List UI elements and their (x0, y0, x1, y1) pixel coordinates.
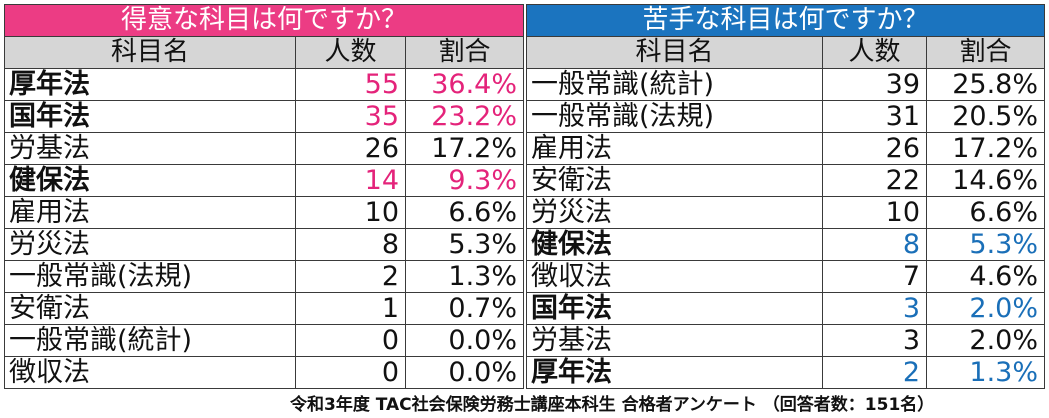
column-header-ratio: 割合 (405, 36, 524, 69)
count-cell: 55 (295, 68, 406, 101)
good-title: 得意な科目は何ですか？ (4, 4, 524, 37)
subject-cell: 一般常識(法規) (526, 100, 823, 133)
count-cell: 0 (295, 356, 406, 389)
subject-cell: 徴収法 (526, 260, 823, 293)
table-row: 国年法 3 2.0% (526, 292, 1045, 325)
count-cell: 22 (822, 164, 927, 197)
bad-subjects-table: 苦手な科目は何ですか？ 科目名 人数 割合 一般常識(統計) 39 25.8% 一般常… (526, 4, 1045, 389)
ratio-cell: 14.6% (926, 164, 1045, 197)
count-cell: 1 (295, 292, 406, 325)
ratio-cell: 0.0% (405, 324, 524, 357)
column-header-ratio: 割合 (926, 36, 1045, 69)
count-cell: 8 (822, 228, 927, 261)
ratio-cell: 2.0% (926, 292, 1045, 325)
count-cell: 7 (822, 260, 927, 293)
ratio-cell: 6.6% (405, 196, 524, 229)
ratio-cell: 5.3% (405, 228, 524, 261)
ratio-cell: 1.3% (405, 260, 524, 293)
good-table-body: 厚年法 55 36.4% 国年法 35 23.2% 労基法 26 17.2% 健保法 14 9.3% 雇… (4, 68, 524, 389)
ratio-cell: 4.6% (926, 260, 1045, 293)
bad-column-header-row: 科目名 人数 割合 (526, 36, 1045, 69)
ratio-cell: 1.3% (926, 356, 1045, 389)
subject-cell: 一般常識(統計) (526, 68, 823, 101)
ratio-cell: 2.0% (926, 324, 1045, 357)
table-row: 安衛法 22 14.6% (526, 164, 1045, 197)
table-row: 厚年法 55 36.4% (4, 68, 524, 101)
count-cell: 31 (822, 100, 927, 133)
subject-cell: 安衛法 (4, 292, 296, 325)
subject-cell: 労災法 (4, 228, 296, 261)
ratio-cell: 6.6% (926, 196, 1045, 229)
count-cell: 39 (822, 68, 927, 101)
subject-cell: 労基法 (526, 324, 823, 357)
subject-cell: 健保法 (526, 228, 823, 261)
subject-cell: 徴収法 (4, 356, 296, 389)
subject-cell: 雇用法 (4, 196, 296, 229)
count-cell: 2 (822, 356, 927, 389)
ratio-cell: 17.2% (405, 132, 524, 165)
ratio-cell: 5.3% (926, 228, 1045, 261)
count-cell: 14 (295, 164, 406, 197)
source-note: 令和3年度 TAC社会保険労務士講座本科生 合格者アンケート （回答者数：151… (290, 395, 935, 415)
ratio-cell: 0.7% (405, 292, 524, 325)
count-cell: 10 (295, 196, 406, 229)
subject-cell: 厚年法 (526, 356, 823, 389)
table-row: 一般常識(法規) 2 1.3% (4, 260, 524, 293)
table-row: 労災法 8 5.3% (4, 228, 524, 261)
subject-cell: 労災法 (526, 196, 823, 229)
table-row: 一般常識(法規) 31 20.5% (526, 100, 1045, 133)
table-row: 徴収法 0 0.0% (4, 356, 524, 389)
table-row: 労基法 26 17.2% (4, 132, 524, 165)
subject-cell: 雇用法 (526, 132, 823, 165)
ratio-cell: 17.2% (926, 132, 1045, 165)
count-cell: 26 (295, 132, 406, 165)
subject-cell: 健保法 (4, 164, 296, 197)
table-row: 徴収法 7 4.6% (526, 260, 1045, 293)
table-row: 健保法 8 5.3% (526, 228, 1045, 261)
bad-title-row: 苦手な科目は何ですか？ (526, 4, 1045, 37)
bad-title: 苦手な科目は何ですか？ (526, 4, 1045, 37)
subject-cell: 安衛法 (526, 164, 823, 197)
ratio-cell: 0.0% (405, 356, 524, 389)
count-cell: 3 (822, 292, 927, 325)
column-header-subject: 科目名 (526, 36, 823, 69)
column-header-subject: 科目名 (4, 36, 296, 69)
count-cell: 8 (295, 228, 406, 261)
table-row: 労基法 3 2.0% (526, 324, 1045, 357)
column-header-count: 人数 (295, 36, 406, 69)
count-cell: 0 (295, 324, 406, 357)
count-cell: 2 (295, 260, 406, 293)
good-title-row: 得意な科目は何ですか？ (4, 4, 524, 37)
table-row: 一般常識(統計) 0 0.0% (4, 324, 524, 357)
ratio-cell: 9.3% (405, 164, 524, 197)
subject-cell: 労基法 (4, 132, 296, 165)
table-row: 国年法 35 23.2% (4, 100, 524, 133)
subject-cell: 厚年法 (4, 68, 296, 101)
table-row: 安衛法 1 0.7% (4, 292, 524, 325)
column-header-count: 人数 (822, 36, 927, 69)
count-cell: 26 (822, 132, 927, 165)
table-row: 労災法 10 6.6% (526, 196, 1045, 229)
subject-cell: 国年法 (526, 292, 823, 325)
table-row: 厚年法 2 1.3% (526, 356, 1045, 389)
table-row: 雇用法 10 6.6% (4, 196, 524, 229)
subject-cell: 一般常識(統計) (4, 324, 296, 357)
count-cell: 10 (822, 196, 927, 229)
good-column-header-row: 科目名 人数 割合 (4, 36, 524, 69)
table-row: 健保法 14 9.3% (4, 164, 524, 197)
count-cell: 3 (822, 324, 927, 357)
ratio-cell: 25.8% (926, 68, 1045, 101)
good-subjects-table: 得意な科目は何ですか？ 科目名 人数 割合 厚年法 55 36.4% 国年法 35 23.… (4, 4, 524, 389)
count-cell: 35 (295, 100, 406, 133)
bad-table-body: 一般常識(統計) 39 25.8% 一般常識(法規) 31 20.5% 雇用法 26 17.2%… (526, 68, 1045, 389)
subject-cell: 国年法 (4, 100, 296, 133)
ratio-cell: 20.5% (926, 100, 1045, 133)
table-row: 一般常識(統計) 39 25.8% (526, 68, 1045, 101)
table-row: 雇用法 26 17.2% (526, 132, 1045, 165)
ratio-cell: 36.4% (405, 68, 524, 101)
subject-cell: 一般常識(法規) (4, 260, 296, 293)
ratio-cell: 23.2% (405, 100, 524, 133)
